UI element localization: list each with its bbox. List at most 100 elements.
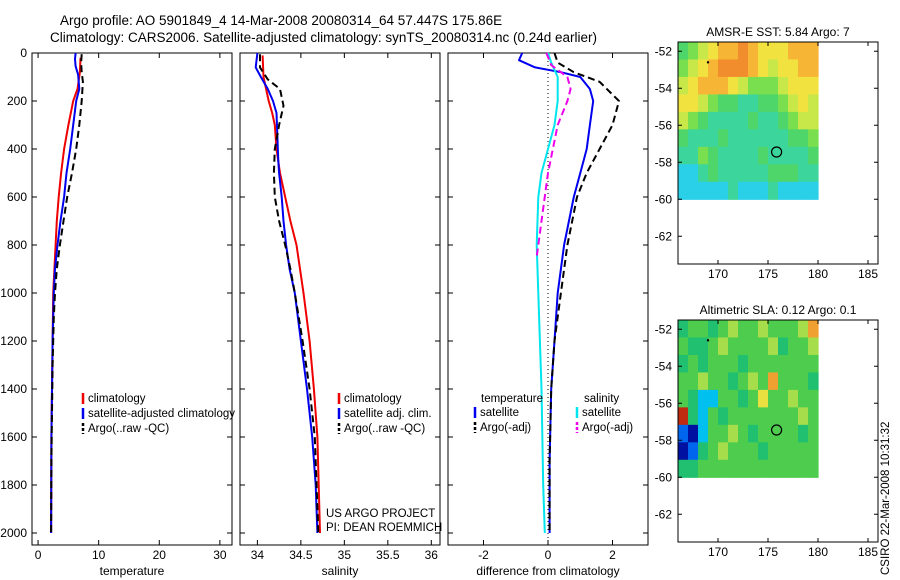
sst_map-ship-marker [706,61,710,64]
sst_map-heatmap-cell [688,164,699,183]
sla_map-heatmap-cell [728,442,739,461]
sla_map-heatmap-cell [798,407,809,426]
salinity-legend-label: climatology [344,393,402,405]
sla_map-heatmap-cell [698,354,709,374]
sla_map-ship-marker [706,339,710,342]
sst_map-heatmap-cell [738,94,749,113]
sst_map-heatmap-cell [748,111,759,130]
salinity-xlabel: salinity [322,564,359,578]
sla_map-heatmap-cell [738,442,749,461]
sst_map-heatmap-cell [728,181,739,200]
sst_map-heatmap-cell [738,76,749,96]
difference-series-line-2 [548,52,620,533]
sst_map-heatmap-cell [708,181,719,200]
sst_map-heatmap-cell [678,111,689,130]
sst_map-heatmap-cell [808,42,819,61]
sst_map-heatmap-cell [708,111,719,130]
sst_map-heatmap-cell [748,164,759,183]
sst_map-heatmap-cell [768,42,779,61]
sst_map-heatmap-cell [778,94,789,113]
sla_map-heatmap-cell [768,389,779,408]
sla_map-heatmap-cell [738,424,749,443]
sst_map-heatmap-cell [738,42,749,61]
temperature-xlabel: temperature [100,564,165,578]
credit-line2: PI: DEAN ROEMMICH [326,522,442,534]
sla_map-heatmap-cell [728,459,739,478]
sst_map-heatmap-cell [758,181,769,200]
salinity-panel: 34 34.5 35 35.5 36 salinity climatology satelli… [239,52,441,578]
sla_map-heatmap-cell [728,320,739,339]
sla_map-heatmap-cell [768,442,779,461]
sst_map-heatmap-cell [688,76,699,96]
sla_map-heatmap-cell [738,354,749,374]
sst_map-heatmap-cell [788,76,799,96]
sst_map-heatmap-cell [798,76,809,96]
sst_map-heatmap-cell [678,181,689,200]
sla_map-heatmap-cell [698,407,709,426]
sla_map-heatmap-cell [768,459,779,478]
sla_map-heatmap-cell [798,442,809,461]
sst_map-heatmap-cell [688,111,699,130]
sla_map-heatmap-cell [788,424,799,443]
salinity-xtick-label: 34.5 [289,548,313,562]
sla_map-profile-marker [770,424,783,436]
sst_map-heatmap-cell [768,59,779,78]
sla_map-xtick-label: 175 [758,545,778,559]
sst_map-heatmap-cell [808,146,819,165]
sla_map-heatmap-cell [688,354,699,374]
sst_map-heatmap-cell [678,59,689,78]
sst_map-heatmap-cell [698,76,709,96]
difference-xtick-label: -2 [478,548,489,562]
sla_map-heatmap-cell [708,442,719,461]
sst_map-heatmap-cell [678,42,689,61]
sst_map-heatmap-cell [788,181,799,200]
sst_map-heatmap-cell [748,129,759,148]
sla_map-heatmap-cell [768,320,779,339]
depth-ytick-label: 1800 [0,478,27,492]
sst_map-heatmap-cell [698,129,709,148]
sla_map-heatmap-cell [708,337,719,356]
sst_map-heatmap-cell [728,94,739,113]
sst_map-heatmap-cell [728,164,739,183]
sla_map-heatmap-cell [728,424,739,443]
sst_map-heatmap-cell [808,129,819,148]
sla_map-heatmap-cell [678,337,689,356]
sst_map-heatmap-cell [718,42,729,61]
sla_map-heatmap-cell [738,337,749,356]
sst_map-heatmap-cell [718,129,729,148]
sst_map-heatmap-cell [788,164,799,183]
temperature-xtick-label: 20 [153,548,167,562]
temperature-legend-label: satellite-adjusted climatology [88,408,235,420]
sla_map-xtick-label: 170 [708,545,728,559]
sla_map-heatmap-cell [708,407,719,426]
sst_map-heatmap-cell [798,129,809,148]
sst_map-xtick-label: 180 [808,267,828,281]
sst_map-heatmap-cell [768,76,779,96]
sla_map-heatmap-cell [768,407,779,426]
sla_map-heatmap-cell [808,459,819,478]
sst_map-heatmap-cell [708,94,719,113]
sla-map-panel: Altimetric SLA: 0.12 Argo: 0.1 170 175 180 1… [655,303,879,559]
temperature-xtick-label: 30 [213,548,227,562]
sla_map-heatmap-cell [808,389,819,408]
sla_map-heatmap-cell [698,442,709,461]
depth-ytick-label: 600 [7,190,27,204]
sla_map-heatmap-cell [678,354,689,374]
sst_map-heatmap-cell [678,146,689,165]
sla_map-heatmap-cell [768,354,779,374]
sla_map-ytick-label: -54 [655,359,673,373]
sst_map-heatmap-cell [778,42,789,61]
depth-ytick-label: 800 [7,238,27,252]
sla_map-heatmap-cell [728,407,739,426]
legend-temperature-label: Argo(-adj) [480,422,531,434]
difference-xtick-label: 2 [609,548,616,562]
sla_map-heatmap-cell [688,442,699,461]
sla_map-heatmap-cell [788,372,799,391]
sla_map-ytick-label: -52 [655,322,673,336]
sst_map-profile-marker [770,146,783,158]
sla_map-heatmap-cell [738,320,749,339]
sst_map-heatmap-cell [698,59,709,78]
sla_map-heatmap-cell [718,354,729,374]
sst_map-ytick-label: -56 [655,118,673,132]
sst_map-heatmap-cell [718,146,729,165]
